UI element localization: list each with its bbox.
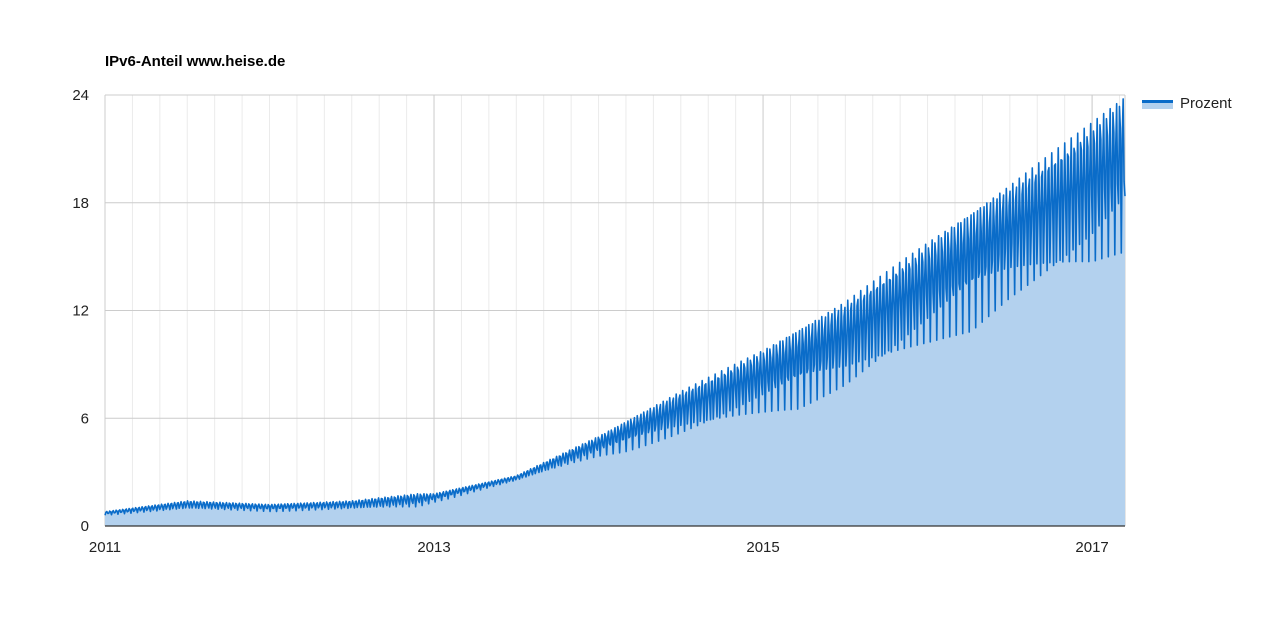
legend-swatch-line (1142, 100, 1173, 103)
y-tick-label: 18 (72, 195, 89, 212)
x-axis-labels: 2011 2013 2015 2017 (89, 539, 1109, 556)
plot-area (104, 98, 1126, 527)
x-tick-label: 2011 (89, 539, 121, 556)
y-tick-label: 6 (81, 410, 89, 427)
y-tick-label: 0 (81, 518, 89, 535)
legend: Prozent (1142, 95, 1233, 112)
y-tick-label: 24 (72, 87, 89, 104)
x-tick-label: 2013 (417, 539, 450, 556)
x-tick-label: 2015 (746, 539, 779, 556)
chart-title: IPv6-Anteil www.heise.de (105, 53, 285, 70)
legend-swatch-fill (1142, 100, 1173, 109)
x-tick-label: 2017 (1075, 539, 1108, 556)
y-axis-labels: 0 6 12 18 24 (72, 87, 89, 535)
y-tick-label: 12 (72, 303, 89, 320)
legend-label-prozent: Prozent (1180, 95, 1233, 112)
series-line-prozent (104, 98, 1126, 516)
series-area-prozent (105, 98, 1125, 527)
